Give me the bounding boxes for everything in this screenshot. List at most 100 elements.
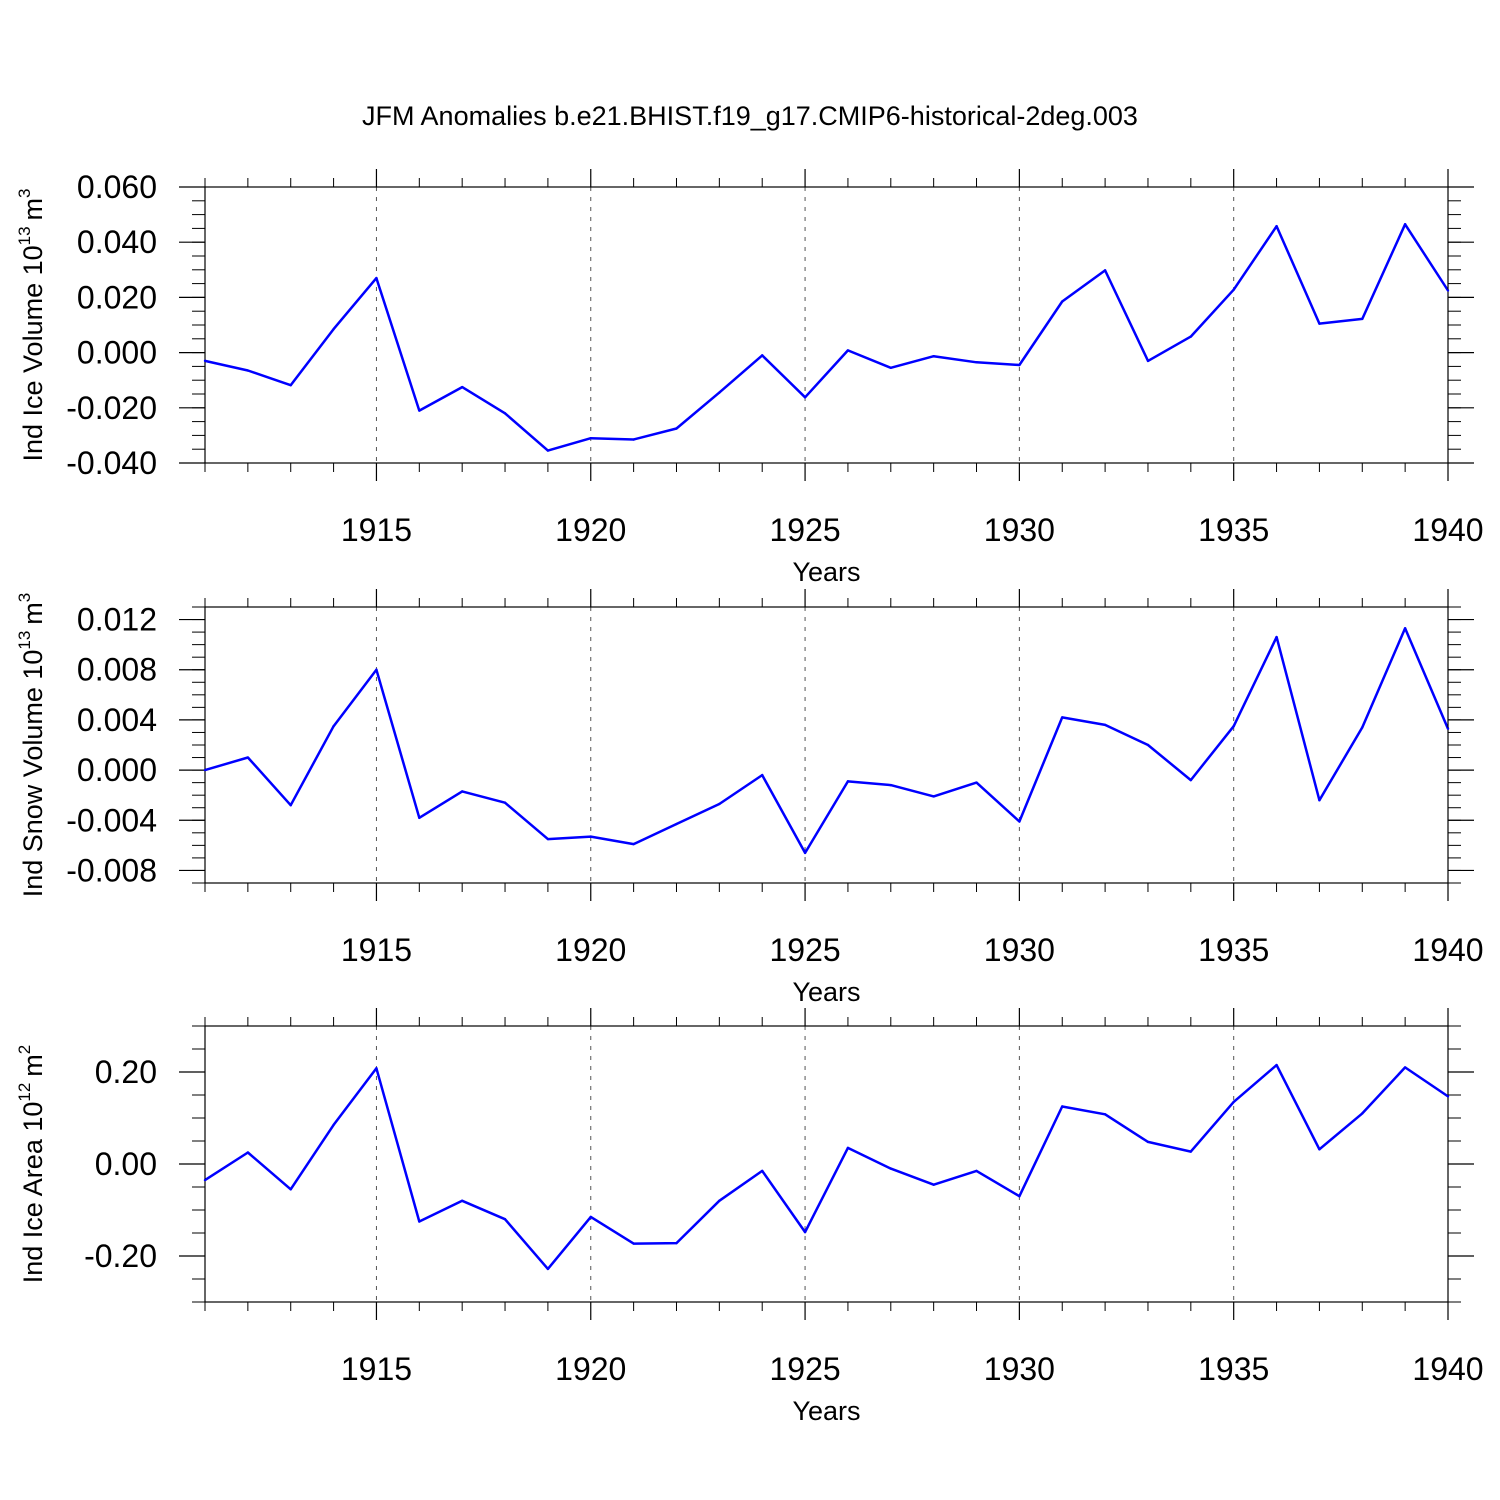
y-axis-label-unit-exponent: 3 (15, 593, 34, 602)
data-point (846, 349, 850, 352)
data-point (975, 361, 978, 364)
data-point (632, 1242, 635, 1245)
y-tick-label: 0.000 (77, 752, 157, 788)
y-axis-label: Ind Snow Volume 1013 m3 (15, 593, 48, 898)
data-point (975, 781, 978, 784)
data-point (332, 724, 335, 728)
data-point (718, 391, 721, 394)
data-point (1361, 317, 1364, 321)
data-point (246, 369, 250, 372)
data-point (632, 842, 635, 846)
y-axis-label-unit: m (18, 602, 48, 625)
data-point (761, 773, 764, 777)
y-axis-label-unit: m (18, 1054, 48, 1077)
y-tick-label: -0.008 (66, 852, 157, 888)
data-point (718, 1199, 721, 1203)
data-point (1061, 716, 1064, 719)
data-point (1103, 723, 1107, 727)
data-point (975, 1169, 978, 1173)
data-point (1275, 635, 1278, 639)
data-point (332, 1123, 335, 1127)
data-point (675, 427, 678, 430)
y-tick-label: 0.040 (77, 224, 157, 260)
plot-frame (204, 186, 1449, 464)
data-point (246, 756, 250, 759)
data-point (1318, 799, 1321, 802)
x-tick-label: 1920 (555, 512, 626, 548)
y-tick-label: 0.012 (77, 602, 157, 638)
data-point (503, 412, 507, 415)
data-point (1061, 1105, 1064, 1108)
data-point (375, 1067, 378, 1070)
data-point (846, 1146, 850, 1150)
x-tick-label: 1915 (341, 512, 412, 548)
data-point (289, 383, 292, 387)
y-axis-label-text: Ind Ice Volume 10 (18, 245, 48, 461)
data-point (1103, 1113, 1107, 1116)
x-tick-label: 1940 (1412, 1351, 1483, 1387)
data-point (460, 1199, 464, 1203)
x-tick-label: 1930 (984, 932, 1055, 968)
data-point (1361, 1112, 1364, 1115)
data-point (1189, 335, 1193, 338)
y-tick-label: -0.20 (84, 1238, 157, 1274)
x-tick-label: 1940 (1412, 512, 1483, 548)
y-axis-label-text: Ind Snow Volume 10 (18, 650, 48, 898)
data-point (460, 790, 464, 793)
data-point (332, 327, 335, 331)
plot-frame (204, 1025, 1449, 1303)
data-point (1232, 724, 1235, 728)
y-axis-label-exponent: 13 (15, 226, 34, 245)
x-tick-label: 1940 (1412, 932, 1483, 968)
data-point (503, 801, 507, 804)
data-point (546, 449, 550, 452)
panel-ice-area: 1915 1920 1925 1930 1935 1940 -0.20 0.00 0.20 In… (15, 1008, 1484, 1426)
data-point (589, 835, 592, 838)
data-point (718, 802, 721, 806)
data-point (1061, 300, 1064, 303)
series-line-ice-area (204, 1063, 1449, 1271)
plot-frame (204, 606, 1449, 884)
data-point (460, 385, 464, 389)
y-tick-label: -0.020 (66, 390, 157, 426)
data-point (589, 436, 592, 440)
x-axis-label: Years (792, 977, 860, 1007)
data-point (503, 1218, 507, 1221)
data-point (1018, 820, 1021, 823)
x-tick-label: 1920 (555, 932, 626, 968)
data-point (675, 822, 678, 826)
x-tick-label: 1935 (1198, 932, 1269, 968)
data-point (1403, 223, 1407, 226)
y-tick-label: 0.000 (77, 335, 157, 371)
data-point (589, 1215, 592, 1219)
data-point (1446, 289, 1450, 292)
y-axis-label: Ind Ice Area 1012 m2 (15, 1045, 48, 1284)
data-point (1275, 224, 1278, 228)
y-tick-label: 0.008 (77, 652, 157, 688)
y-tick-label: 0.20 (95, 1054, 157, 1090)
data-point (803, 851, 807, 855)
x-tick-label: 1930 (984, 512, 1055, 548)
data-point (846, 780, 850, 783)
data-point (932, 354, 935, 358)
data-point (889, 366, 892, 369)
y-axis-label-unit-exponent: 3 (15, 188, 34, 197)
data-point (289, 804, 292, 807)
data-point (632, 438, 635, 441)
data-point (932, 795, 935, 798)
data-point (889, 1167, 892, 1170)
data-point (1018, 363, 1021, 367)
x-tick-label: 1935 (1198, 512, 1269, 548)
x-tick-label: 1920 (555, 1351, 626, 1387)
y-axis-label-text: Ind Ice Area 10 (18, 1102, 48, 1284)
data-point (1446, 727, 1450, 730)
x-tick-label: 1930 (984, 1351, 1055, 1387)
data-point (1189, 1150, 1193, 1153)
data-point (1146, 743, 1150, 747)
panel-snow-volume: 1915 1920 1925 1930 1935 1940 -0.008 -0.004 0.00… (15, 589, 1484, 1007)
data-point (803, 396, 807, 399)
x-tick-label: 1925 (769, 512, 840, 548)
data-point (1103, 269, 1107, 272)
data-point (1018, 1195, 1021, 1198)
